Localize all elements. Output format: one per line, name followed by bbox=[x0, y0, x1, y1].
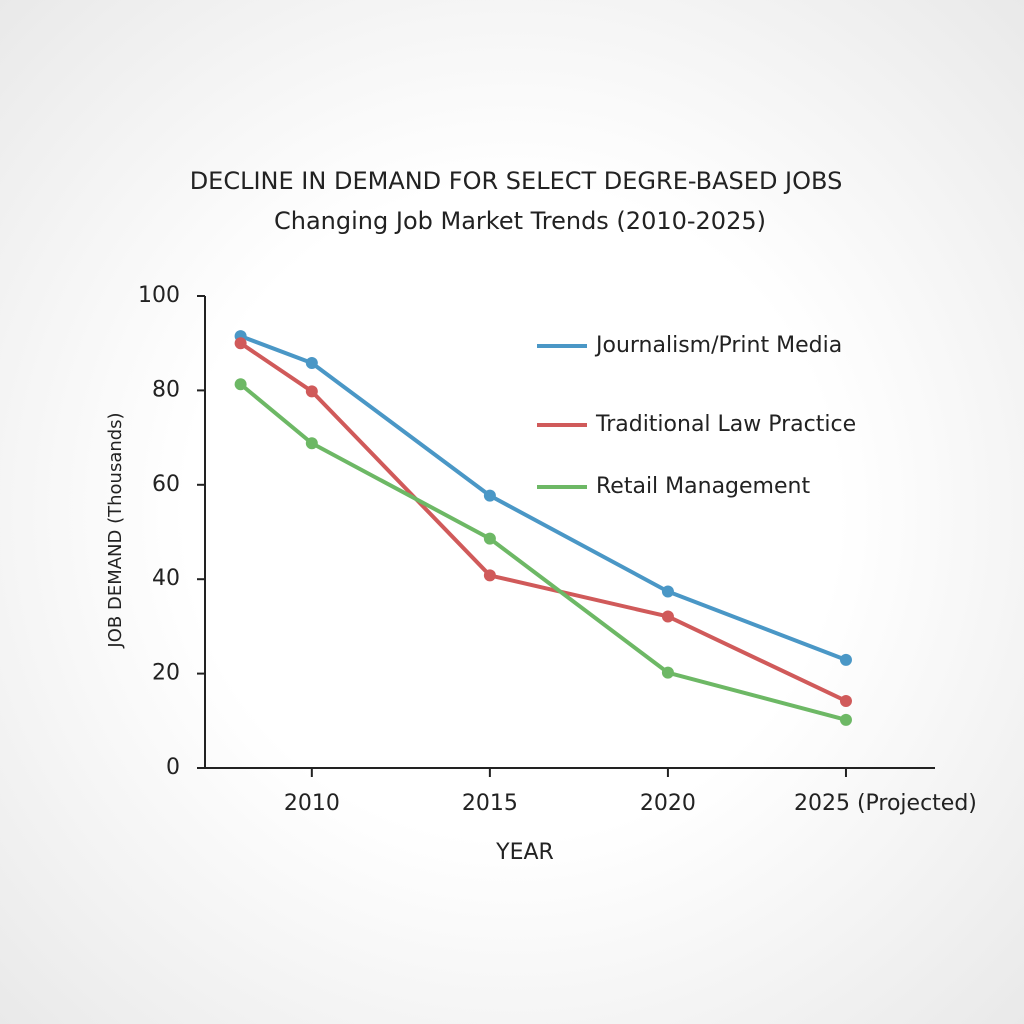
legend-label: Retail Management bbox=[596, 474, 810, 499]
chart-subtitle: Changing Job Market Trends (2010-2025) bbox=[274, 207, 766, 235]
x-tick-label: 2020 bbox=[640, 791, 696, 816]
data-point bbox=[483, 569, 496, 582]
data-point bbox=[305, 357, 318, 370]
y-tick-label: 20 bbox=[152, 661, 180, 686]
data-point bbox=[839, 653, 852, 666]
data-point bbox=[661, 666, 674, 679]
data-point bbox=[483, 489, 496, 502]
y-tick-label: 80 bbox=[152, 377, 180, 402]
series-line bbox=[239, 341, 847, 703]
x-tick-label: 2010 bbox=[284, 791, 340, 816]
y-axis-label: JOB DEMAND (Thousands) bbox=[105, 412, 126, 648]
data-point bbox=[234, 337, 247, 350]
y-tick-label: 100 bbox=[138, 283, 180, 308]
y-tick-label: 60 bbox=[152, 472, 180, 497]
data-point bbox=[661, 610, 674, 623]
x-tick-label: 2015 bbox=[462, 791, 518, 816]
data-point bbox=[661, 585, 674, 598]
legend-label: Traditional Law Practice bbox=[595, 412, 856, 437]
data-point bbox=[839, 713, 852, 726]
y-tick-label: 0 bbox=[166, 755, 180, 780]
x-axis-label: YEAR bbox=[495, 840, 554, 865]
data-point bbox=[483, 532, 496, 545]
data-point bbox=[305, 385, 318, 398]
x-tick-label: 2025 (Projected) bbox=[794, 791, 977, 816]
legend-label: Journalism/Print Media bbox=[594, 333, 842, 358]
chart-title: DECLINE IN DEMAND FOR SELECT DEGRE-BASED… bbox=[190, 167, 843, 195]
data-point bbox=[839, 694, 852, 707]
data-point bbox=[305, 437, 318, 450]
y-tick-label: 40 bbox=[152, 566, 180, 591]
data-point bbox=[234, 378, 247, 391]
